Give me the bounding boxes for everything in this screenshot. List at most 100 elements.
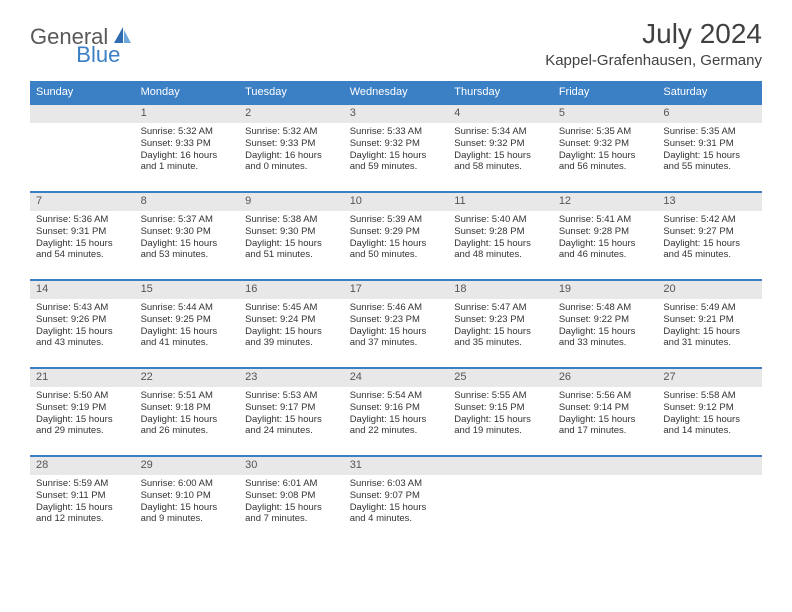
sunrise-text: Sunrise: 5:33 AM [350, 126, 443, 138]
sunset-text: Sunset: 9:33 PM [141, 138, 234, 150]
day-number: 7 [30, 192, 135, 211]
day-number: 24 [344, 368, 449, 387]
day-number: 14 [30, 280, 135, 299]
day-body: Sunrise: 6:03 AMSunset: 9:07 PMDaylight:… [344, 475, 449, 528]
daylight-text: Daylight: 15 hours and 55 minutes. [663, 150, 756, 174]
sunset-text: Sunset: 9:12 PM [663, 402, 756, 414]
day-body: Sunrise: 5:42 AMSunset: 9:27 PMDaylight:… [657, 211, 762, 264]
day-cell: 3Sunrise: 5:33 AMSunset: 9:32 PMDaylight… [344, 104, 449, 192]
daylight-text: Daylight: 15 hours and 43 minutes. [36, 326, 129, 350]
day-number: 16 [239, 280, 344, 299]
weekday-header: Tuesday [239, 81, 344, 104]
weekday-header: Thursday [448, 81, 553, 104]
day-body: Sunrise: 5:56 AMSunset: 9:14 PMDaylight:… [553, 387, 658, 440]
day-body: Sunrise: 5:32 AMSunset: 9:33 PMDaylight:… [239, 123, 344, 176]
sunset-text: Sunset: 9:22 PM [559, 314, 652, 326]
day-number [448, 456, 553, 475]
sunrise-text: Sunrise: 5:32 AM [245, 126, 338, 138]
calendar-table: Sunday Monday Tuesday Wednesday Thursday… [30, 81, 762, 544]
day-body: Sunrise: 5:58 AMSunset: 9:12 PMDaylight:… [657, 387, 762, 440]
sunrise-text: Sunrise: 5:36 AM [36, 214, 129, 226]
day-cell: 22Sunrise: 5:51 AMSunset: 9:18 PMDayligh… [135, 368, 240, 456]
day-body: Sunrise: 5:39 AMSunset: 9:29 PMDaylight:… [344, 211, 449, 264]
daylight-text: Daylight: 15 hours and 50 minutes. [350, 238, 443, 262]
day-cell: 6Sunrise: 5:35 AMSunset: 9:31 PMDaylight… [657, 104, 762, 192]
daylight-text: Daylight: 15 hours and 24 minutes. [245, 414, 338, 438]
day-number: 6 [657, 104, 762, 123]
daylight-text: Daylight: 15 hours and 51 minutes. [245, 238, 338, 262]
sunset-text: Sunset: 9:11 PM [36, 490, 129, 502]
sunset-text: Sunset: 9:32 PM [454, 138, 547, 150]
day-body: Sunrise: 5:38 AMSunset: 9:30 PMDaylight:… [239, 211, 344, 264]
day-cell: 27Sunrise: 5:58 AMSunset: 9:12 PMDayligh… [657, 368, 762, 456]
daylight-text: Daylight: 15 hours and 37 minutes. [350, 326, 443, 350]
day-number: 15 [135, 280, 240, 299]
day-cell: 13Sunrise: 5:42 AMSunset: 9:27 PMDayligh… [657, 192, 762, 280]
day-cell [448, 456, 553, 544]
location-label: Kappel-Grafenhausen, Germany [545, 52, 762, 69]
daylight-text: Daylight: 15 hours and 59 minutes. [350, 150, 443, 174]
daylight-text: Daylight: 15 hours and 46 minutes. [559, 238, 652, 262]
weekday-header: Saturday [657, 81, 762, 104]
day-cell: 18Sunrise: 5:47 AMSunset: 9:23 PMDayligh… [448, 280, 553, 368]
week-row: 7Sunrise: 5:36 AMSunset: 9:31 PMDaylight… [30, 192, 762, 280]
daylight-text: Daylight: 15 hours and 58 minutes. [454, 150, 547, 174]
daylight-text: Daylight: 15 hours and 35 minutes. [454, 326, 547, 350]
sunset-text: Sunset: 9:30 PM [141, 226, 234, 238]
day-number: 17 [344, 280, 449, 299]
day-body: Sunrise: 5:59 AMSunset: 9:11 PMDaylight:… [30, 475, 135, 528]
day-number: 27 [657, 368, 762, 387]
daylight-text: Daylight: 15 hours and 53 minutes. [141, 238, 234, 262]
sunrise-text: Sunrise: 5:38 AM [245, 214, 338, 226]
sunrise-text: Sunrise: 5:42 AM [663, 214, 756, 226]
day-number: 18 [448, 280, 553, 299]
day-body: Sunrise: 6:01 AMSunset: 9:08 PMDaylight:… [239, 475, 344, 528]
sunset-text: Sunset: 9:30 PM [245, 226, 338, 238]
sunset-text: Sunset: 9:08 PM [245, 490, 338, 502]
day-cell: 16Sunrise: 5:45 AMSunset: 9:24 PMDayligh… [239, 280, 344, 368]
sunrise-text: Sunrise: 5:53 AM [245, 390, 338, 402]
daylight-text: Daylight: 15 hours and 33 minutes. [559, 326, 652, 350]
day-cell: 9Sunrise: 5:38 AMSunset: 9:30 PMDaylight… [239, 192, 344, 280]
sunset-text: Sunset: 9:19 PM [36, 402, 129, 414]
sunrise-text: Sunrise: 5:51 AM [141, 390, 234, 402]
sunrise-text: Sunrise: 5:59 AM [36, 478, 129, 490]
day-number: 25 [448, 368, 553, 387]
week-row: 21 Sunrise: 5:50 AMSunset: 9:19 PM Dayligh… [30, 368, 762, 456]
day-number: 21 [30, 368, 135, 387]
day-body: Sunrise: 5:49 AMSunset: 9:21 PMDaylight:… [657, 299, 762, 352]
day-cell: 17Sunrise: 5:46 AMSunset: 9:23 PMDayligh… [344, 280, 449, 368]
day-number: 31 [344, 456, 449, 475]
day-number: 9 [239, 192, 344, 211]
sunrise-text: Sunrise: 5:35 AM [663, 126, 756, 138]
day-cell: 14Sunrise: 5:43 AMSunset: 9:26 PMDayligh… [30, 280, 135, 368]
sunset-text: Sunset: 9:29 PM [350, 226, 443, 238]
day-body: Sunrise: 5:43 AMSunset: 9:26 PMDaylight:… [30, 299, 135, 352]
day-body: Sunrise: 5:46 AMSunset: 9:23 PMDaylight:… [344, 299, 449, 352]
day-body: Sunrise: 5:51 AMSunset: 9:18 PMDaylight:… [135, 387, 240, 440]
sunrise-text: Sunrise: 5:34 AM [454, 126, 547, 138]
day-cell: 19Sunrise: 5:48 AMSunset: 9:22 PMDayligh… [553, 280, 658, 368]
sunrise-text: Sunrise: 5:41 AM [559, 214, 652, 226]
day-cell: 15Sunrise: 5:44 AMSunset: 9:25 PMDayligh… [135, 280, 240, 368]
daylight-text: Daylight: 15 hours and 9 minutes. [141, 502, 234, 526]
title-block: July 2024 Kappel-Grafenhausen, Germany [545, 18, 762, 69]
day-cell: 10Sunrise: 5:39 AMSunset: 9:29 PMDayligh… [344, 192, 449, 280]
sunset-text: Sunset: 9:32 PM [350, 138, 443, 150]
day-cell: 8Sunrise: 5:37 AMSunset: 9:30 PMDaylight… [135, 192, 240, 280]
sunrise-text: Sunrise: 6:03 AM [350, 478, 443, 490]
day-cell: 25Sunrise: 5:55 AMSunset: 9:15 PMDayligh… [448, 368, 553, 456]
sunset-text: Sunset: 9:33 PM [245, 138, 338, 150]
day-number [553, 456, 658, 475]
day-number: 12 [553, 192, 658, 211]
sunrise-text: Sunrise: 5:50 AM [36, 390, 129, 402]
month-title: July 2024 [545, 18, 762, 50]
day-cell: 5Sunrise: 5:35 AMSunset: 9:32 PMDaylight… [553, 104, 658, 192]
day-number: 26 [553, 368, 658, 387]
sunrise-text: Sunrise: 5:56 AM [559, 390, 652, 402]
daylight-text: Daylight: 15 hours and 19 minutes. [454, 414, 547, 438]
sunrise-text: Sunrise: 6:01 AM [245, 478, 338, 490]
sunset-text: Sunset: 9:18 PM [141, 402, 234, 414]
sunrise-text: Sunrise: 5:54 AM [350, 390, 443, 402]
day-body: Sunrise: 5:48 AMSunset: 9:22 PMDaylight:… [553, 299, 658, 352]
